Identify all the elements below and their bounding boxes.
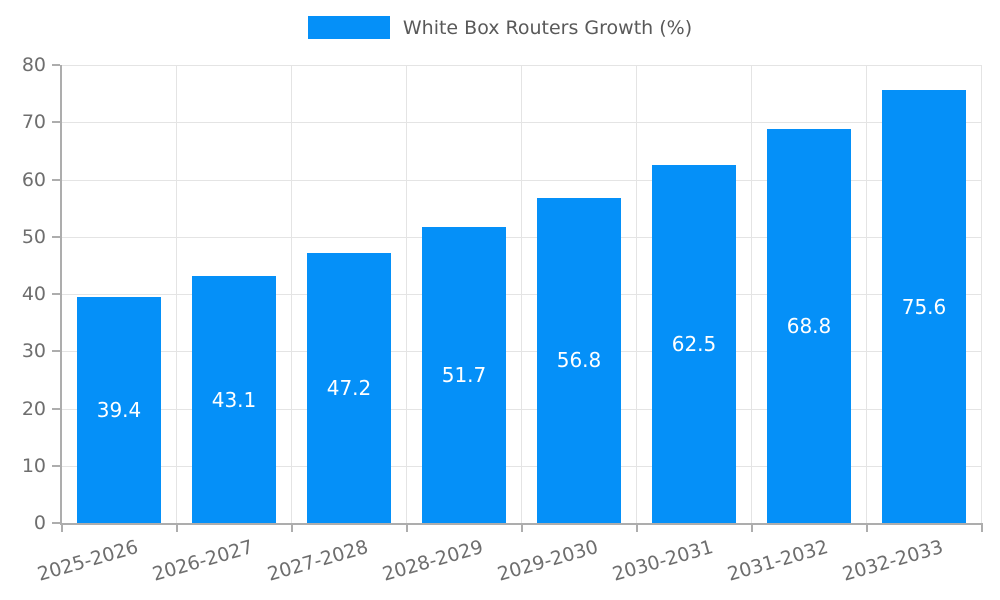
bar-value-label: 47.2: [326, 375, 372, 400]
y-tick-label: 50: [21, 225, 46, 248]
category-slot: 68.8 2031-2032: [725, 65, 867, 586]
plot-area: 39.4 2025-2026 43.1 2026-2027 47.2 2027-…: [35, 64, 983, 586]
bar-value-label: 62.5: [671, 332, 717, 357]
gridline-h: [62, 465, 982, 467]
y-tick-mark: [52, 178, 60, 181]
x-tick-mark: [981, 523, 983, 532]
x-tick-mark: [176, 523, 178, 532]
y-tick-label: 0: [33, 512, 46, 534]
bar-value-label: 43.1: [211, 387, 257, 412]
x-tick-label: 2030-2031: [610, 536, 717, 586]
x-tick-label: 2029-2030: [495, 536, 602, 586]
y-tick-mark: [52, 121, 60, 124]
x-tick-mark: [866, 523, 868, 532]
gridline-h: [62, 408, 982, 410]
bar[interactable]: 68.8: [766, 129, 852, 523]
bar[interactable]: 56.8: [536, 197, 622, 523]
x-tick-mark: [636, 523, 638, 532]
x-tick-label: 2026-2027: [150, 536, 257, 586]
bar[interactable]: 62.5: [651, 165, 737, 523]
x-tick-label: 2028-2029: [380, 536, 487, 586]
category-slot: 39.4 2025-2026: [35, 65, 177, 586]
y-tick-mark: [52, 407, 60, 410]
category-slot: 51.7 2028-2029: [380, 65, 522, 586]
x-tick-mark: [61, 523, 63, 532]
legend-label: White Box Routers Growth (%): [402, 16, 693, 39]
category-slot: 62.5 2030-2031: [610, 65, 752, 586]
bar-value-label: 56.8: [556, 348, 602, 373]
legend[interactable]: White Box Routers Growth (%): [0, 16, 1000, 39]
y-axis-labels: 80 70 60 50 40 30 20 10 0: [0, 54, 50, 534]
legend-color-swatch: [307, 16, 390, 39]
category-slot: 47.2 2027-2028: [265, 65, 407, 586]
x-tick-label: 2025-2026: [35, 536, 142, 586]
x-tick-mark: [291, 523, 293, 532]
bar[interactable]: 75.6: [881, 90, 967, 523]
bar-value-label: 75.6: [901, 294, 947, 319]
bar-value-label: 68.8: [786, 314, 832, 339]
y-tick-mark: [52, 64, 60, 66]
x-tick-mark: [751, 523, 753, 532]
y-tick-label: 80: [21, 54, 46, 76]
bar-value-label: 39.4: [96, 398, 142, 423]
bar-series: 39.4 2025-2026 43.1 2026-2027 47.2 2027-…: [35, 65, 982, 586]
x-tick-mark: [406, 523, 408, 532]
x-tick-mark: [521, 523, 523, 532]
y-tick-mark: [52, 235, 60, 238]
y-tick-mark: [52, 464, 60, 467]
x-tick-label: 2027-2028: [265, 536, 372, 586]
gridline-h: [62, 65, 982, 66]
category-slot: 43.1 2026-2027: [150, 65, 292, 586]
y-tick-label: 60: [21, 168, 46, 191]
gridline-h: [62, 179, 982, 181]
category-slot: 75.6 2032-2033: [840, 65, 982, 586]
x-tick-label: 2032-2033: [840, 536, 947, 586]
bar[interactable]: 51.7: [421, 227, 507, 523]
bar-value-label: 51.7: [441, 363, 487, 388]
y-tick-label: 20: [21, 397, 46, 420]
y-tick-mark: [52, 522, 60, 524]
y-tick-label: 40: [21, 283, 46, 305]
gridline-h: [62, 294, 982, 295]
y-tick-mark: [52, 350, 60, 353]
y-tick-label: 10: [21, 454, 46, 477]
bar[interactable]: 39.4: [76, 297, 162, 523]
y-tick-label: 70: [21, 111, 46, 134]
y-tick-label: 30: [21, 340, 46, 363]
category-slot: 56.8 2029-2030: [495, 65, 637, 586]
bar[interactable]: 43.1: [191, 276, 277, 523]
bar[interactable]: 47.2: [306, 252, 392, 523]
gridline-h: [62, 236, 982, 238]
gridline-h: [62, 122, 982, 124]
x-tick-label: 2031-2032: [725, 536, 832, 586]
gridline-h: [62, 351, 982, 353]
y-tick-mark: [52, 293, 60, 295]
